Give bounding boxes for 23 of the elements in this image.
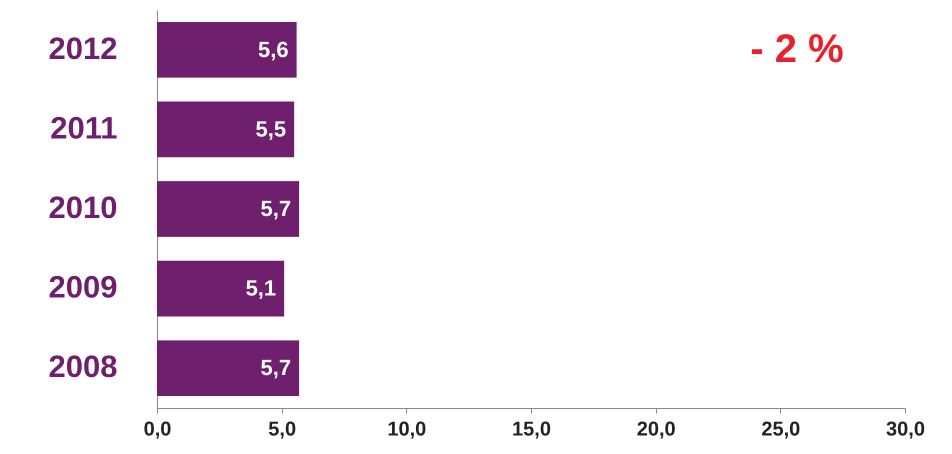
x-tick-label: 20,0: [636, 418, 676, 440]
x-tick-label: 0,0: [144, 418, 172, 440]
data-label: 5,7: [260, 196, 292, 221]
bar: [157, 340, 300, 396]
x-tick-label: 5,0: [268, 418, 296, 440]
y-tick-label: 2010: [48, 190, 118, 225]
bar: [157, 260, 284, 316]
x-tick-label: 10,0: [387, 418, 426, 440]
bar: [157, 181, 300, 237]
y-tick-label: 2008: [48, 349, 118, 384]
data-label: 5,1: [246, 276, 276, 301]
data-label: 5,6: [258, 36, 289, 62]
x-tick-label: 15,0: [512, 418, 551, 440]
data-label: 5,5: [256, 116, 286, 142]
annotation: - 2 %: [750, 27, 844, 71]
bar: [157, 22, 297, 78]
y-tick-label: 2011: [50, 110, 118, 146]
bar: [157, 102, 294, 158]
x-tick-label: 25,0: [761, 418, 800, 440]
data-label: 5,7: [260, 355, 292, 380]
y-tick-label: 2012: [48, 30, 118, 66]
y-tick-label: 2009: [48, 270, 118, 305]
x-tick-label: 30,0: [886, 418, 925, 440]
